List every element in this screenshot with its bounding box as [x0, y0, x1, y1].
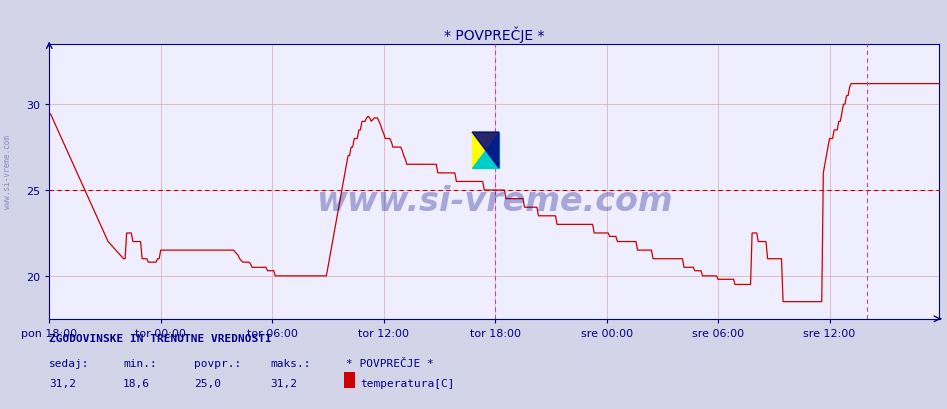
Title: * POVPREČJE *: * POVPREČJE *	[444, 26, 545, 43]
Text: temperatura[C]: temperatura[C]	[360, 378, 455, 389]
Text: www.si-vreme.com: www.si-vreme.com	[3, 135, 12, 209]
Text: ZGODOVINSKE IN TRENUTNE VREDNOSTI: ZGODOVINSKE IN TRENUTNE VREDNOSTI	[49, 333, 272, 344]
Text: 31,2: 31,2	[270, 378, 297, 389]
Polygon shape	[472, 133, 499, 168]
Text: sedaj:: sedaj:	[49, 358, 90, 368]
Text: povpr.:: povpr.:	[194, 358, 241, 368]
Text: 31,2: 31,2	[49, 378, 77, 389]
Text: * POVPREČJE *: * POVPREČJE *	[346, 358, 434, 368]
Text: www.si-vreme.com: www.si-vreme.com	[316, 185, 672, 218]
Text: 18,6: 18,6	[123, 378, 151, 389]
Bar	[472, 133, 499, 168]
Text: maks.:: maks.:	[270, 358, 311, 368]
Polygon shape	[472, 133, 499, 168]
Text: 25,0: 25,0	[194, 378, 222, 389]
Text: min.:: min.:	[123, 358, 157, 368]
